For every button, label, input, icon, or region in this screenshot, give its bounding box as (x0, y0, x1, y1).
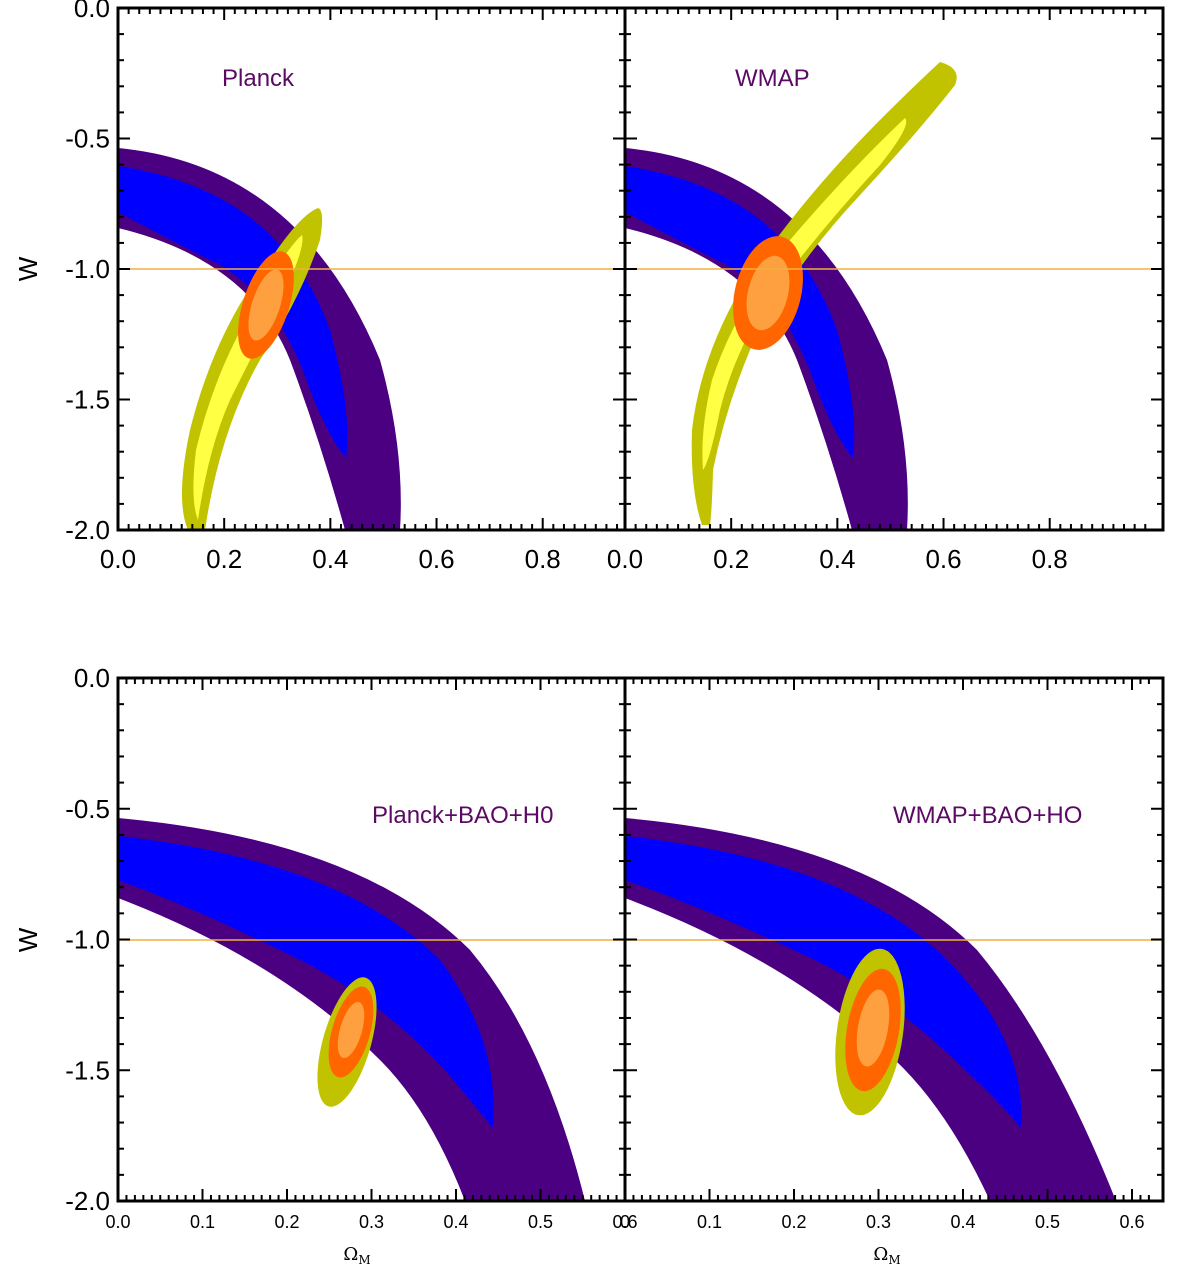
y-tick-label: -0.5 (65, 124, 110, 154)
x-tick-label: 0.2 (713, 544, 749, 574)
x-tick-label: 0.2 (781, 1212, 806, 1232)
panel-wmap-bao-h0: WMAP+BAO+HO (625, 802, 1163, 1201)
panel-planck-bao-h0: Planck+BAO+H0 (118, 802, 625, 1201)
x-tick-label: 0.0 (105, 1212, 130, 1232)
sn-1sigma-contour (625, 836, 1022, 1128)
x-tick-label: 0 (620, 1212, 630, 1232)
axes-frames (116, 6, 1165, 1203)
x-tick-label: 0.6 (925, 544, 961, 574)
x-tick-label: 0.1 (190, 1212, 215, 1232)
y-tick-label: -1.0 (65, 925, 110, 955)
y-tick-label: -0.5 (65, 794, 110, 824)
x-tick-label: 0.4 (312, 544, 348, 574)
x-tick-label: 0.2 (274, 1212, 299, 1232)
combined-1sigma-contour (248, 269, 284, 341)
x-tick-label: 0.6 (1119, 1212, 1144, 1232)
y-tick-label: -1.0 (65, 254, 110, 284)
y-tick-label: -2.0 (65, 1186, 110, 1216)
tick-labels: 0.0 0.2 0.4 0.6 0.80.0-0.5-1.0-1.5-2.00.0 0.2… (65, 0, 1144, 1232)
sn-1sigma-contour (118, 836, 494, 1128)
y-tick-label: 0.0 (74, 0, 110, 23)
x-tick-label: 0.4 (443, 1212, 468, 1232)
x-tick-label: 0.0 (607, 544, 643, 574)
x-tick-label: 0.8 (525, 544, 561, 574)
y-axis-label-bottom: W (13, 927, 43, 952)
x-tick-label: 0.5 (528, 1212, 553, 1232)
x-tick-label: 0.5 (1035, 1212, 1060, 1232)
panel-label-planck: Planck (222, 65, 295, 92)
y-tick-label: 0.0 (74, 663, 110, 693)
x-tick-label: 0.3 (359, 1212, 384, 1232)
y-tick-label: -2.0 (65, 515, 110, 545)
x-tick-label: 0.4 (819, 544, 855, 574)
x-tick-label: 0.8 (1032, 544, 1068, 574)
x-tick-label: 0.6 (612, 1212, 637, 1232)
combined-1sigma-contour (337, 1001, 365, 1059)
x-tick-label: 0.6 (418, 544, 454, 574)
panel-label-planck-bao-h0: Planck+BAO+H0 (372, 802, 553, 829)
x-axis-label-left: ΩM (343, 1244, 370, 1266)
panel-label-wmap: WMAP (735, 65, 810, 92)
combined-1sigma-contour (856, 989, 890, 1067)
y-tick-label: -1.5 (65, 385, 110, 415)
cmb-1sigma-contour (702, 118, 907, 470)
x-axis-label-right: ΩM (873, 1244, 900, 1266)
y-tick-label: -1.5 (65, 1055, 110, 1085)
combined-1sigma-contour (746, 255, 790, 331)
panel-label-wmap-bao-h0: WMAP+BAO+HO (893, 802, 1082, 829)
x-tick-label: 0.2 (206, 544, 242, 574)
x-tick-label: 0.4 (950, 1212, 975, 1232)
x-tick-label: 0.0 (100, 544, 136, 574)
sn-1sigma-contour (118, 166, 348, 458)
y-axis-label-top: W (13, 256, 43, 281)
panel-planck: Planck (118, 65, 625, 530)
sn-1sigma-contour (625, 166, 855, 458)
x-tick-label: 0.3 (866, 1212, 891, 1232)
x-tick-label: 0.1 (697, 1212, 722, 1232)
panel-wmap: WMAP (625, 62, 1163, 530)
